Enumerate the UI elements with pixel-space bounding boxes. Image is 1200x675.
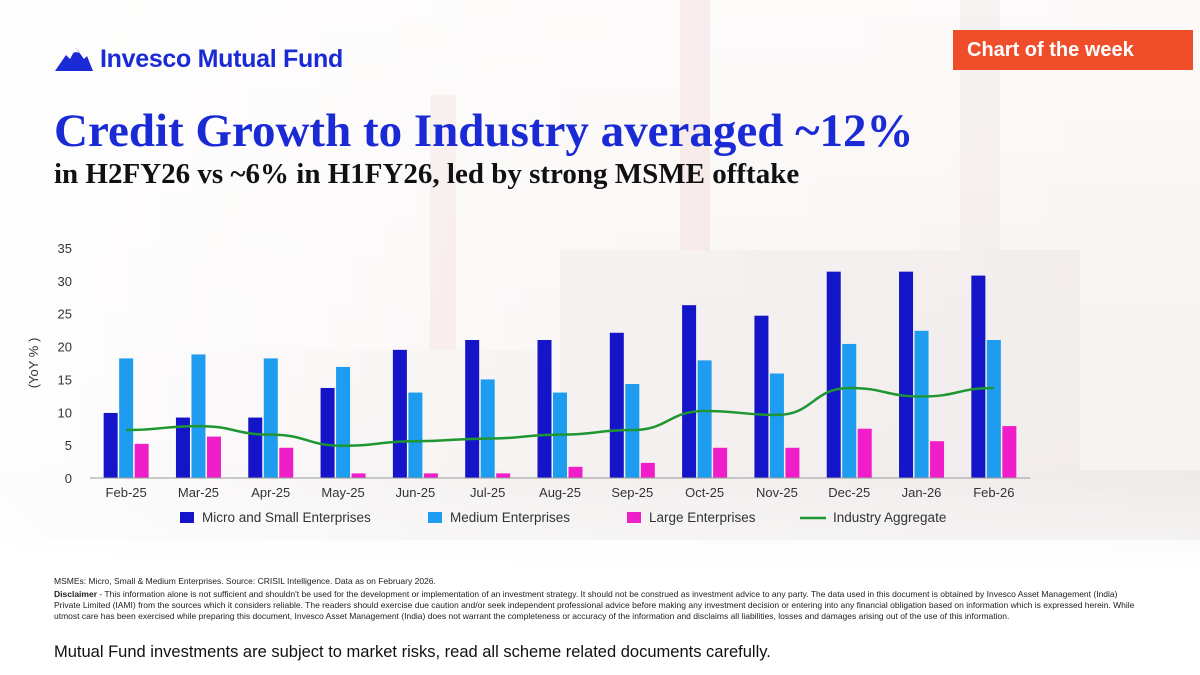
bar-medium-enterprises-jan-26 (914, 330, 929, 478)
bar-large-enterprises-oct-25 (713, 447, 728, 478)
x-tick-label: Jun-25 (396, 485, 436, 500)
bar-micro-and-small-enterprises-feb-25 (103, 412, 118, 478)
bar-large-enterprises-may-25 (351, 473, 366, 478)
bar-micro-and-small-enterprises-mar-25 (175, 417, 190, 478)
y-tick-label: 0 (65, 471, 72, 486)
legend-label: Medium Enterprises (450, 510, 570, 525)
y-axis-label: (YoY % ) (26, 338, 41, 389)
x-tick-label: Feb-25 (106, 485, 147, 500)
bar-micro-and-small-enterprises-feb-26 (971, 275, 986, 478)
y-tick-label: 25 (58, 307, 72, 322)
bar-micro-and-small-enterprises-jun-25 (392, 349, 407, 478)
bar-micro-and-small-enterprises-sep-25 (609, 332, 624, 478)
chart-of-the-week-badge: Chart of the week (953, 30, 1193, 70)
y-tick-label: 30 (58, 274, 72, 289)
bar-medium-enterprises-jul-25 (480, 379, 495, 478)
credit-growth-chart: 0 5 10 15 20 25 30 35 (YoY % ) Feb-25 Mar-25 Apr-… (26, 241, 1030, 525)
bar-medium-enterprises-feb-26 (986, 340, 1001, 478)
bar-large-enterprises-jun-25 (423, 473, 438, 478)
bar-medium-enterprises-feb-25 (119, 358, 134, 478)
y-tick-label: 20 (58, 340, 72, 355)
x-tick-label: Oct-25 (685, 485, 724, 500)
bar-medium-enterprises-oct-25 (697, 360, 712, 478)
x-tick-label: Aug-25 (539, 485, 581, 500)
bar-large-enterprises-jul-25 (496, 473, 511, 478)
x-tick-label: May-25 (321, 485, 364, 500)
mountain-peak-icon (55, 48, 93, 71)
chart-legend: Micro and Small Enterprises Medium Enterp… (180, 510, 946, 525)
bar-large-enterprises-feb-26 (1002, 426, 1017, 478)
y-tick-label: 35 (58, 241, 72, 256)
legend-item: Industry Aggregate (800, 510, 946, 525)
bar-micro-and-small-enterprises-jul-25 (465, 340, 480, 478)
page-title: Credit Growth to Industry averaged ~12% (54, 105, 914, 157)
bar-medium-enterprises-mar-25 (191, 354, 206, 478)
x-tick-label: Nov-25 (756, 485, 798, 500)
legend-item: Large Enterprises (627, 510, 756, 525)
bar-micro-and-small-enterprises-aug-25 (537, 340, 552, 478)
legend-swatch (180, 512, 194, 523)
bar-large-enterprises-feb-25 (134, 443, 149, 478)
disclaimer-text: - This information alone is not sufficie… (54, 589, 1135, 621)
brand-name: Invesco Mutual Fund (100, 44, 343, 73)
risk-statement: Mutual Fund investments are subject to m… (54, 643, 771, 661)
x-tick-label: Dec-25 (828, 485, 870, 500)
bar-large-enterprises-dec-25 (857, 428, 872, 478)
bar-large-enterprises-jan-26 (930, 441, 945, 478)
legend-label: Large Enterprises (649, 510, 756, 525)
legend-swatch (627, 512, 641, 523)
x-tick-label: Sep-25 (611, 485, 653, 500)
bar-micro-and-small-enterprises-oct-25 (682, 305, 697, 478)
brand-logo: Invesco Mutual Fund (54, 44, 343, 74)
y-tick-label: 10 (58, 405, 72, 420)
page-subtitle: in H2FY26 vs ~6% in H1FY26, led by stron… (54, 158, 800, 190)
y-axis: 0 5 10 15 20 25 30 35 (58, 241, 72, 486)
bar-medium-enterprises-nov-25 (769, 373, 784, 478)
bar-medium-enterprises-dec-25 (842, 343, 857, 478)
disclaimer-label: Disclaimer (54, 589, 97, 599)
bar-micro-and-small-enterprises-jan-26 (899, 271, 914, 478)
line-industry-aggregate (126, 386, 994, 448)
disclaimer: Disclaimer - This information alone is n… (54, 589, 1144, 622)
source-note: MSMEs: Micro, Small & Medium Enterprises… (54, 576, 436, 586)
bar-micro-and-small-enterprises-may-25 (320, 387, 335, 478)
bar-series (103, 271, 1017, 478)
x-tick-label: Jul-25 (470, 485, 505, 500)
bar-large-enterprises-nov-25 (785, 447, 800, 478)
legend-item: Micro and Small Enterprises (180, 510, 371, 525)
bar-large-enterprises-apr-25 (279, 447, 294, 478)
x-tick-label: Apr-25 (251, 485, 290, 500)
legend-label: Micro and Small Enterprises (202, 510, 371, 525)
bar-medium-enterprises-may-25 (336, 366, 351, 478)
y-tick-label: 15 (58, 372, 72, 387)
x-tick-label: Mar-25 (178, 485, 219, 500)
bar-large-enterprises-aug-25 (568, 466, 583, 478)
bar-medium-enterprises-apr-25 (263, 358, 278, 478)
legend-label: Industry Aggregate (833, 510, 946, 525)
x-tick-label: Jan-26 (902, 485, 942, 500)
bar-micro-and-small-enterprises-nov-25 (754, 315, 769, 478)
bar-micro-and-small-enterprises-dec-25 (826, 271, 841, 478)
legend-swatch (428, 512, 442, 523)
legend-item: Medium Enterprises (428, 510, 570, 525)
bar-micro-and-small-enterprises-apr-25 (248, 417, 263, 478)
x-tick-label: Feb-26 (973, 485, 1014, 500)
x-axis: Feb-25 Mar-25 Apr-25 May-25 Jun-25 Jul-25 Aug-… (90, 477, 1030, 500)
y-tick-label: 5 (65, 438, 72, 453)
bar-large-enterprises-mar-25 (206, 436, 221, 478)
line-series (126, 386, 994, 448)
bar-large-enterprises-sep-25 (640, 462, 655, 478)
bar-medium-enterprises-jun-25 (408, 392, 423, 478)
